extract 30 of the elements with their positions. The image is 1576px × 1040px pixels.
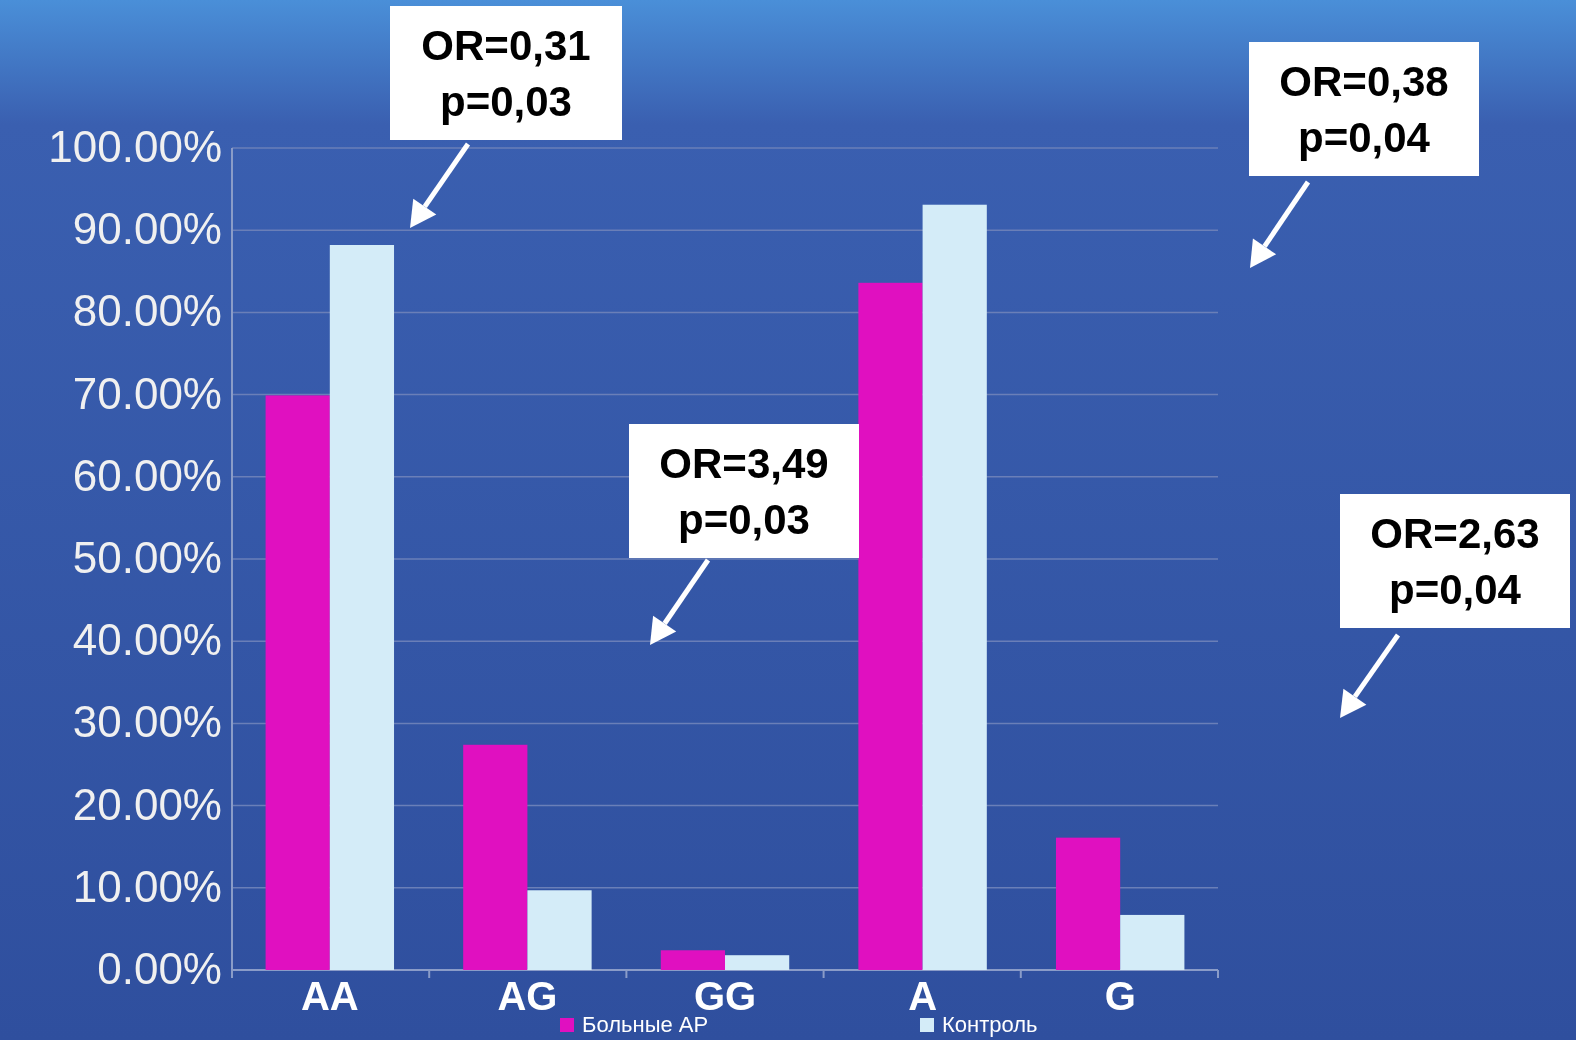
x-tick-label: AG xyxy=(497,974,558,1018)
x-tick-label: G xyxy=(1104,974,1136,1018)
bar xyxy=(329,245,395,970)
bar xyxy=(660,950,725,970)
text: OR=0,38 p=0,04 xyxy=(1279,58,1449,161)
x-tick-label: AA xyxy=(300,974,359,1018)
y-tick-label: 80.00% xyxy=(72,286,222,336)
bar xyxy=(265,395,330,970)
y-tick-label: 70.00% xyxy=(72,368,222,418)
bar xyxy=(527,890,592,970)
bar xyxy=(725,955,790,970)
y-tick-label: 30.00% xyxy=(72,697,222,747)
y-tick-label: 100.00% xyxy=(48,122,222,171)
y-tick-label: 0.00% xyxy=(97,944,222,993)
y-tick-label: 50.00% xyxy=(72,533,222,582)
annotation: OR=3,49 p=0,03 xyxy=(659,440,829,543)
y-tick-label: 40.00% xyxy=(72,615,222,665)
legend-label: Контроль xyxy=(942,1012,1038,1037)
bar xyxy=(1120,914,1185,970)
bar xyxy=(1055,837,1121,970)
y-tick-label: 20.00% xyxy=(72,779,222,829)
y-tick-label: 90.00% xyxy=(72,204,222,254)
bar xyxy=(922,204,987,970)
x-tick-label: A xyxy=(908,974,938,1018)
bar xyxy=(858,282,923,970)
y-tick-label: 60.00% xyxy=(72,450,222,500)
text: OR=0,31 p=0,03 xyxy=(421,22,591,125)
text: OR=2,63 p=0,04 xyxy=(1370,510,1540,613)
bar xyxy=(463,744,528,970)
y-tick-label: 10.00% xyxy=(72,861,222,911)
